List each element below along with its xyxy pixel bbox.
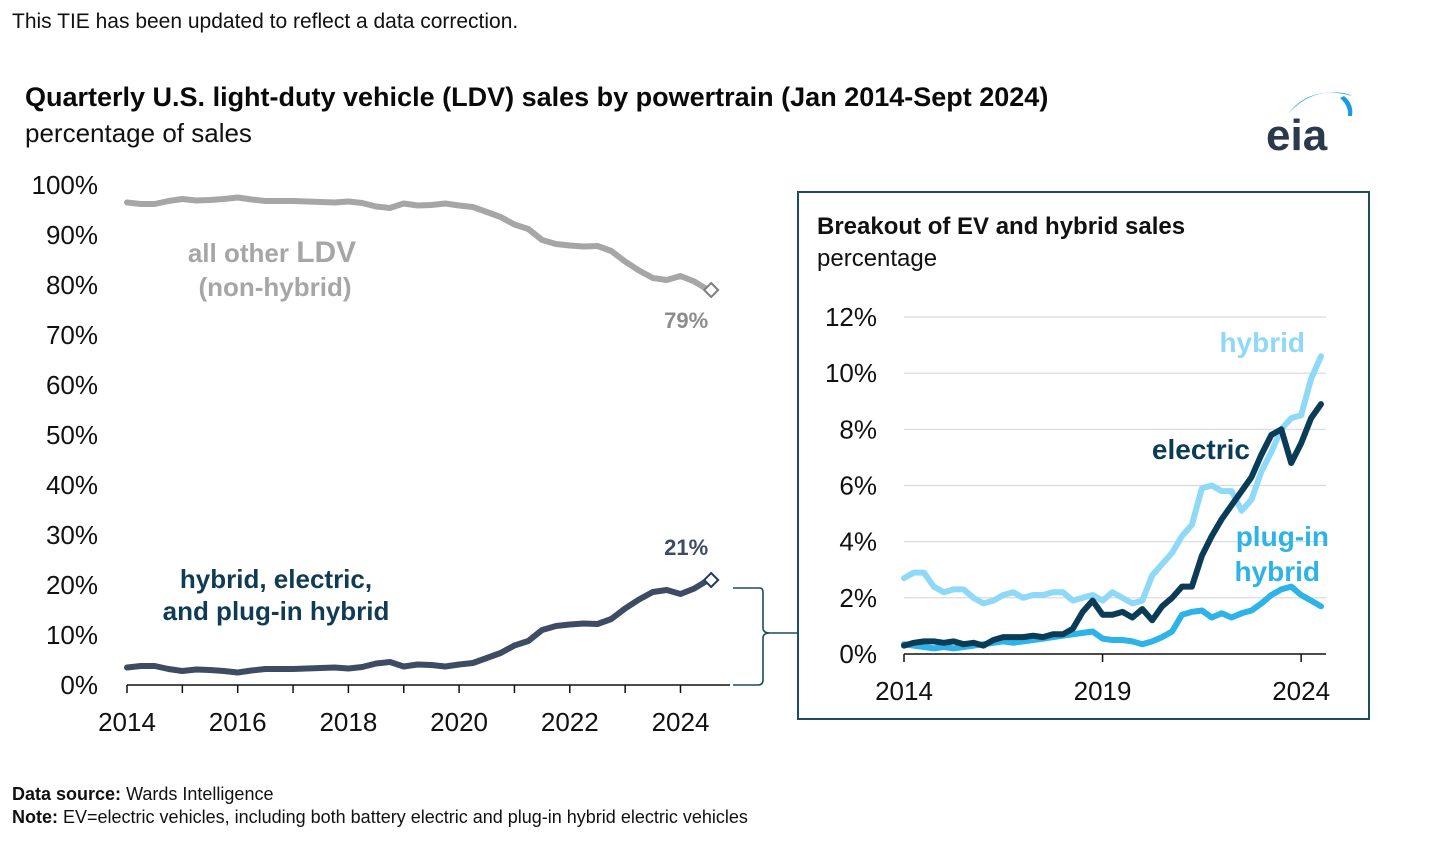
logo-text: eia xyxy=(1266,111,1328,156)
y-tick-label: 90% xyxy=(46,220,98,250)
page-subtitle: percentage of sales xyxy=(25,118,252,148)
y-tick-label: 70% xyxy=(46,320,98,350)
series-line-electric xyxy=(901,401,1324,649)
series-label-combined-line2: and plug-in hybrid xyxy=(163,596,390,626)
y-tick-label: 10% xyxy=(46,620,98,650)
footer-note: Note: EV=electric vehicles, including bo… xyxy=(12,807,748,828)
x-tick-label: 2019 xyxy=(1074,676,1132,706)
main-y-axis-ticks: 0% 10% 20% 30% 40% 50% 60% 70% 80% 90% 100% xyxy=(32,170,99,700)
inset-x-axis: 2014 2019 2024 xyxy=(875,653,1330,706)
end-marker-combined xyxy=(702,571,720,589)
inset-gridlines xyxy=(904,316,1326,599)
series-label-other-part1: all other xyxy=(188,238,289,268)
y-tick-label: 20% xyxy=(46,570,98,600)
eia-logo: eia xyxy=(1266,92,1353,156)
y-tick-label: 60% xyxy=(46,370,98,400)
bracket-connector xyxy=(733,587,797,686)
footer-note-label: Note: xyxy=(12,807,58,827)
y-tick-label: 4% xyxy=(839,527,877,557)
x-tick-label: 2018 xyxy=(319,707,377,737)
end-marker-other xyxy=(702,281,720,299)
x-tick-label: 2020 xyxy=(430,707,488,737)
series-label-other: all other LDV xyxy=(188,236,356,269)
y-tick-label: 100% xyxy=(32,170,99,200)
y-tick-label: 30% xyxy=(46,520,98,550)
y-tick-label: 0% xyxy=(60,670,98,700)
series-label-hybrid: hybrid xyxy=(1219,327,1305,358)
series-line-hybrid-electric-plugin xyxy=(124,577,712,676)
series-label-combined-line1: hybrid, electric, xyxy=(180,564,372,594)
footer-source: Data source: Wards Intelligence xyxy=(12,784,273,805)
series-line-all-other-ldv xyxy=(124,194,712,293)
x-tick-label: 2014 xyxy=(98,707,156,737)
series-label-electric: electric xyxy=(1152,434,1250,465)
update-note: This TIE has been updated to reflect a d… xyxy=(12,10,519,33)
y-tick-label: 8% xyxy=(839,414,877,444)
main-chart: 0%10%20%30%40%50%60%70%80%90%100% 2014 20… xyxy=(32,170,797,737)
footer-source-text: Wards Intelligence xyxy=(126,784,274,804)
x-tick-label: 2024 xyxy=(1272,676,1330,706)
y-tick-label: 80% xyxy=(46,270,98,300)
main-x-axis: 2014 2016 2018 2020 2022 2024 xyxy=(98,684,730,737)
y-tick-label: 12% xyxy=(825,302,877,332)
y-tick-label: 40% xyxy=(46,470,98,500)
inset-y-axis-ticks: 0% 2% 4% 6% 8% 10% 12% xyxy=(825,302,877,669)
y-tick-label: 10% xyxy=(825,358,877,388)
y-tick-label: 6% xyxy=(839,471,877,501)
x-tick-label: 2024 xyxy=(652,707,710,737)
x-tick-label: 2016 xyxy=(209,707,267,737)
inset-subtitle: percentage xyxy=(817,245,938,272)
footer-source-label: Data source: xyxy=(12,784,122,804)
x-tick-label: 2022 xyxy=(541,707,599,737)
inset-panel: 0% 2% 4% 6% 8% 10% 12% 2014 2019 2024 hybrid ele… xyxy=(797,191,1370,720)
inset-chart: 0% 2% 4% 6% 8% 10% 12% 2014 2019 2024 hybrid ele… xyxy=(825,302,1330,706)
y-tick-label: 2% xyxy=(839,583,877,613)
series-label-plugin-line2: hybrid xyxy=(1234,556,1320,587)
end-label-combined-value: 21% xyxy=(664,535,708,560)
y-tick-label: 50% xyxy=(46,420,98,450)
series-line-hybrid xyxy=(901,353,1324,607)
footer-note-text: EV=electric vehicles, including both bat… xyxy=(63,807,748,827)
series-label-other-line2: (non-hybrid) xyxy=(198,272,351,302)
inset-title: Breakout of EV and hybrid sales xyxy=(817,213,1186,240)
end-label-other-value: 79% xyxy=(664,308,708,333)
x-tick-label: 2014 xyxy=(875,676,933,706)
series-label-plugin-line1: plug-in xyxy=(1236,521,1329,552)
series-label-other-part1b: LDV xyxy=(296,236,356,269)
page-title: Quarterly U.S. light-duty vehicle (LDV) … xyxy=(25,82,1049,112)
y-tick-label: 0% xyxy=(839,639,877,669)
